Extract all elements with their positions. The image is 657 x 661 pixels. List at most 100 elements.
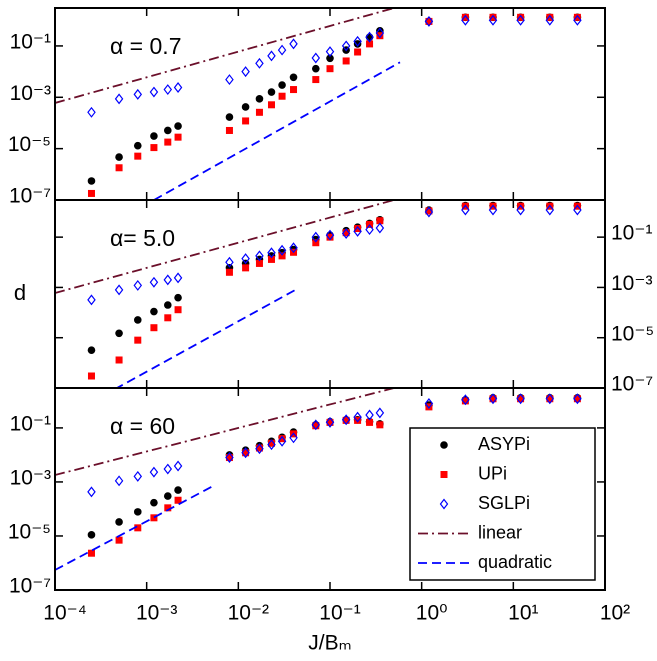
point (134, 336, 142, 344)
point (255, 108, 263, 116)
legend-label: linear (478, 522, 522, 542)
x-tick-label: 10¹ (508, 602, 538, 625)
point (366, 418, 374, 426)
point (150, 132, 158, 140)
point (255, 95, 264, 103)
legend-label: quadratic (478, 552, 552, 572)
point (164, 504, 172, 512)
point (255, 57, 264, 69)
point (311, 231, 321, 243)
point (174, 293, 182, 302)
point (425, 207, 433, 215)
point (289, 38, 298, 50)
point (87, 486, 96, 498)
point (312, 76, 320, 84)
point (149, 466, 159, 478)
legend-marker (439, 498, 449, 510)
point (375, 27, 385, 39)
point (255, 250, 264, 262)
point (289, 242, 298, 254)
point (267, 50, 276, 62)
point (546, 395, 554, 403)
y-tick-label: 10⁻³ (10, 466, 51, 489)
point (461, 397, 469, 405)
point (424, 398, 434, 409)
legend-marker (440, 471, 448, 478)
reference-line (55, 484, 216, 571)
point (366, 40, 374, 48)
point (376, 32, 384, 40)
point (545, 14, 555, 26)
reference-line (55, 388, 395, 476)
point (425, 403, 433, 411)
point (163, 463, 173, 475)
y-tick-label: 10⁻⁵ (611, 322, 654, 345)
x-tick-label: 10⁻¹ (319, 602, 360, 625)
point (242, 449, 250, 457)
point (290, 86, 298, 94)
point (325, 229, 335, 241)
point (376, 421, 384, 429)
point (173, 82, 183, 94)
point (376, 217, 384, 225)
point (354, 416, 362, 424)
point (87, 177, 96, 185)
legend-marker (440, 441, 448, 449)
point (174, 133, 182, 141)
point (163, 84, 173, 96)
point (312, 64, 320, 73)
point (225, 113, 234, 121)
y-tick-label: 10⁻⁷ (9, 185, 51, 208)
point (133, 279, 143, 291)
point (516, 14, 525, 26)
y-axis-label: d (14, 280, 26, 305)
point (517, 395, 525, 403)
point (115, 153, 123, 161)
point (267, 439, 275, 447)
point (115, 518, 123, 526)
x-axis-label: J/Bₘ (308, 632, 351, 655)
point (163, 492, 172, 500)
point (325, 46, 335, 58)
point (341, 40, 351, 52)
point (225, 126, 233, 134)
point (342, 57, 350, 65)
point (278, 435, 286, 443)
point (87, 294, 96, 306)
point (326, 418, 334, 426)
point (134, 152, 142, 160)
point (174, 496, 182, 504)
annotation: α = 0.7 (110, 33, 181, 59)
point (133, 316, 142, 324)
y-tick-label: 10⁻⁷ (9, 575, 51, 598)
point (461, 394, 470, 406)
point (278, 92, 286, 100)
point (342, 229, 350, 237)
reference-line (115, 289, 296, 388)
plot-area (55, 8, 582, 200)
point (133, 508, 142, 516)
point (255, 259, 263, 267)
point (488, 14, 498, 26)
point (174, 306, 182, 314)
point (173, 272, 183, 284)
point (424, 15, 434, 27)
point (312, 239, 320, 247)
point (488, 204, 498, 216)
point (312, 422, 320, 430)
point (425, 17, 433, 25)
point (375, 407, 385, 419)
point (489, 395, 497, 403)
point (289, 73, 298, 82)
point (241, 253, 250, 265)
y-tick-label: 10⁻¹ (10, 30, 51, 53)
point (546, 13, 554, 21)
point (267, 88, 276, 96)
point (311, 52, 321, 64)
point (150, 144, 158, 152)
point (326, 54, 334, 63)
point (461, 14, 470, 26)
point (115, 164, 123, 172)
point (163, 274, 173, 286)
point (87, 189, 95, 197)
